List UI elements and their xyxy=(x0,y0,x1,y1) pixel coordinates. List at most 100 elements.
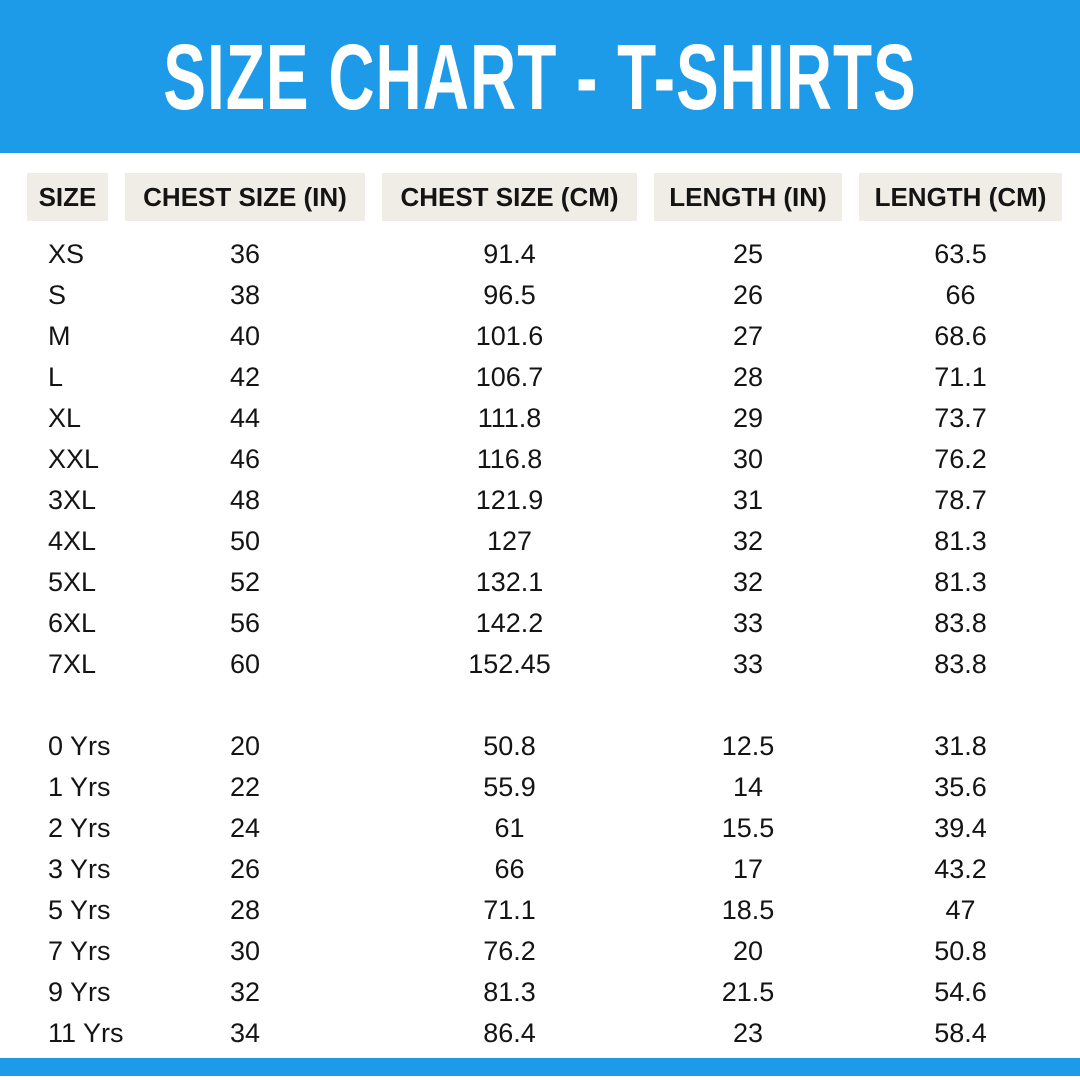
length-in-cell: 12.5 xyxy=(721,731,775,761)
chest-in-cell: 36 xyxy=(229,239,261,269)
length-cm-cell: 35.6 xyxy=(934,772,987,802)
size-cell: XXL xyxy=(48,444,100,474)
size-cell: 5XL xyxy=(48,567,97,597)
length-cm-cell: 50.8 xyxy=(934,936,987,966)
chest-cm-cell: 55.9 xyxy=(483,772,536,802)
size-cell: L xyxy=(48,362,64,392)
chest-cm-cell: 111.8 xyxy=(477,403,542,433)
table-row: XXL 46 116.8 30 76.2 xyxy=(27,439,1080,480)
chest-in-cell: 60 xyxy=(229,649,261,679)
size-cell: 4XL xyxy=(48,526,97,556)
chest-in-cell: 24 xyxy=(229,813,261,843)
chest-in-cell: 48 xyxy=(229,485,261,515)
column-header-length-in: LENGTH (IN) xyxy=(654,173,842,221)
chest-cm-cell: 71.1 xyxy=(483,895,536,925)
length-cm-cell: 78.7 xyxy=(934,485,987,515)
length-cm-cell: 83.8 xyxy=(934,608,987,638)
title-banner: SIZE CHART - T-SHIRTS xyxy=(0,0,1080,153)
length-cm-cell: 71.1 xyxy=(934,362,987,392)
length-cm-cell: 39.4 xyxy=(934,813,987,843)
length-cm-cell: 73.7 xyxy=(934,403,987,433)
length-in-cell: 14 xyxy=(732,772,764,802)
chest-cm-cell: 61 xyxy=(494,813,525,843)
size-cell: XL xyxy=(48,403,82,433)
length-cm-cell: 43.2 xyxy=(934,854,987,884)
chest-cm-cell: 86.4 xyxy=(483,1018,536,1048)
length-cm-cell: 81.3 xyxy=(934,526,987,556)
chest-cm-cell: 116.8 xyxy=(476,444,543,474)
length-in-cell: 29 xyxy=(732,403,764,433)
column-header-chest-cm: CHEST SIZE (CM) xyxy=(382,173,637,221)
table-row: 7 Yrs 30 76.2 20 50.8 xyxy=(27,931,1080,972)
length-in-cell: 25 xyxy=(732,239,764,269)
size-cell: 7 Yrs xyxy=(48,936,111,966)
chest-cm-cell: 81.3 xyxy=(483,977,536,1007)
length-in-cell: 33 xyxy=(732,649,764,679)
chest-in-cell: 30 xyxy=(229,936,261,966)
length-in-cell: 31 xyxy=(732,485,764,515)
size-cell: 5 Yrs xyxy=(48,895,111,925)
chest-in-cell: 32 xyxy=(229,977,261,1007)
chest-cm-cell: 152.45 xyxy=(468,649,551,679)
table-row: L 42 106.7 28 71.1 xyxy=(27,357,1080,398)
table-row: M 40 101.6 27 68.6 xyxy=(27,316,1080,357)
chest-in-cell: 40 xyxy=(229,321,261,351)
length-in-cell: 30 xyxy=(732,444,764,474)
length-in-cell: 17 xyxy=(732,854,764,884)
length-in-cell: 20 xyxy=(732,936,764,966)
column-header-size: SIZE xyxy=(27,173,108,221)
table-row: 5XL 52 132.1 32 81.3 xyxy=(27,562,1080,603)
column-header-chest-in: CHEST SIZE (IN) xyxy=(125,173,365,221)
size-cell: 0 Yrs xyxy=(48,731,111,761)
section-spacer xyxy=(27,685,1080,726)
chest-in-cell: 52 xyxy=(229,567,261,597)
size-cell: 6XL xyxy=(48,608,97,638)
table-row: 11 Yrs 34 86.4 23 58.4 xyxy=(27,1013,1080,1054)
chest-cm-cell: 132.1 xyxy=(475,567,544,597)
size-cell: 3XL xyxy=(48,485,97,515)
chest-in-cell: 26 xyxy=(229,854,261,884)
length-cm-cell: 63.5 xyxy=(934,239,987,269)
length-in-cell: 15.5 xyxy=(721,813,775,843)
column-header-length-cm: LENGTH (CM) xyxy=(859,173,1062,221)
length-in-cell: 18.5 xyxy=(721,895,775,925)
table-row: 2 Yrs 24 61 15.5 39.4 xyxy=(27,808,1080,849)
table-row: XL 44 111.8 29 73.7 xyxy=(27,398,1080,439)
size-table: SIZE CHEST SIZE (IN) CHEST SIZE (CM) LEN… xyxy=(27,173,1080,1054)
size-cell: XS xyxy=(48,239,85,269)
length-cm-cell: 68.6 xyxy=(934,321,987,351)
chest-in-cell: 44 xyxy=(229,403,261,433)
chest-cm-cell: 121.9 xyxy=(475,485,544,515)
chest-in-cell: 56 xyxy=(229,608,261,638)
chest-in-cell: 38 xyxy=(229,280,261,310)
table-row: S 38 96.5 26 66 xyxy=(27,275,1080,316)
chest-cm-cell: 66 xyxy=(494,854,525,884)
length-cm-cell: 81.3 xyxy=(934,567,987,597)
size-cell: S xyxy=(48,280,67,310)
table-row: 4XL 50 127 32 81.3 xyxy=(27,521,1080,562)
chest-in-cell: 50 xyxy=(229,526,261,556)
table-row: XS 36 91.4 25 63.5 xyxy=(27,234,1080,275)
size-cell: M xyxy=(48,321,71,351)
length-in-cell: 32 xyxy=(732,567,764,597)
length-in-cell: 33 xyxy=(732,608,764,638)
length-in-cell: 26 xyxy=(732,280,764,310)
table-row: 7XL 60 152.45 33 83.8 xyxy=(27,644,1080,685)
size-cell: 9 Yrs xyxy=(48,977,111,1007)
chest-cm-cell: 142.2 xyxy=(475,608,544,638)
length-in-cell: 23 xyxy=(732,1018,764,1048)
table-row: 9 Yrs 32 81.3 21.5 54.6 xyxy=(27,972,1080,1013)
table-row: 6XL 56 142.2 33 83.8 xyxy=(27,603,1080,644)
chest-cm-cell: 106.7 xyxy=(475,362,544,392)
size-cell: 1 Yrs xyxy=(48,772,111,802)
chest-cm-cell: 50.8 xyxy=(483,731,536,761)
length-cm-cell: 76.2 xyxy=(934,444,987,474)
table-body: XS 36 91.4 25 63.5 S 38 96.5 26 66 M 40 101.6 27 68.6 L… xyxy=(27,234,1080,1054)
length-cm-cell: 54.6 xyxy=(934,977,987,1007)
chest-cm-cell: 96.5 xyxy=(483,280,536,310)
length-cm-cell: 83.8 xyxy=(934,649,987,679)
chest-in-cell: 20 xyxy=(229,731,261,761)
length-cm-cell: 66 xyxy=(945,280,976,310)
length-cm-cell: 47 xyxy=(945,895,976,925)
